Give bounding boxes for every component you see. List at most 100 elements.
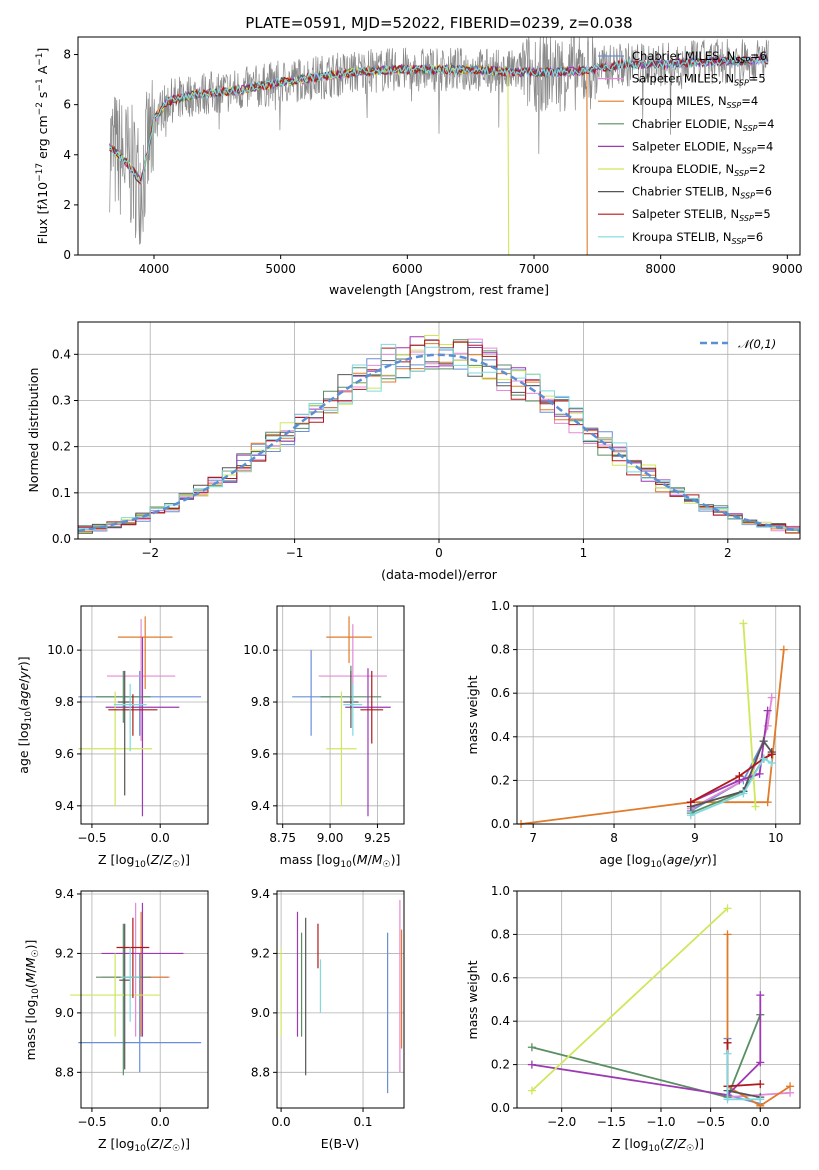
y-tick-label: 9.2 [55,946,74,960]
histogram-ylabel: Normed distribution [26,368,41,493]
plus-marker [739,789,748,798]
y-tick-label: 9.2 [251,946,270,960]
histogram-step-9 [78,343,800,531]
x-tick-label: 8.75 [269,831,296,845]
age-vs-metallicity-ylabel: age [log10(age/yr)] [16,656,34,773]
weight-line-6 [531,907,729,1092]
plus-marker [755,769,764,778]
mass-vs-metallicity-xlabel: Z [log10(Z/Z☉)] [98,1136,190,1154]
plus-marker [723,930,732,939]
mass-vs-metallicity-frame [80,890,209,1109]
data-spectrum-line [109,36,769,245]
y-tick-label: 9.6 [55,747,74,761]
spectrum-xlabel: wavelength [Angstrom, rest frame] [329,282,549,297]
plus-marker [686,811,695,820]
age-vs-metallicity-panel: −0.5 0.0 9.4 9.6 9.8 10.0 Z [log10(Z/Z☉)] age… [16,605,209,870]
y-tick-label: 0.6 [491,686,510,700]
y-tick-label: 10.0 [47,643,74,657]
y-tick-label: 9.4 [55,887,74,901]
legend-label: Salpeter ELODIE, NSSP=4 [632,139,773,155]
x-tick-label: −0.5 [696,1115,725,1129]
spectrum-panel: 4000 5000 6000 7000 8000 9000 0 2 4 6 8 wavelength… [35,36,803,297]
mass-weight-vs-metallicity-plot-area [517,890,800,1110]
y-tick-label: 0.3 [52,393,71,407]
plus-marker [723,904,732,913]
x-tick-label: 0.1 [353,1115,372,1129]
mass-weight-vs-age-xlabel: age [log10(age/yr)] [599,852,716,870]
y-tick-label: 9.4 [251,799,270,813]
y-tick-label: 0.4 [491,1014,510,1028]
normal-curve [77,353,801,533]
mass-weight-vs-age-ticks: 7 8 9 10 0.0 0.2 0.4 0.6 0.8 1.0 [491,599,783,845]
spectrum-legend: Chabrier MILES, NSSP=6 Salpeter MILES, NS… [598,49,774,246]
legend-label: Salpeter MILES, NSSP=5 [632,72,766,88]
plus-marker [723,1049,732,1058]
x-tick-label: −0.5 [77,1115,106,1129]
normal-legend-label: 𝒩(0,1) [738,337,776,351]
plus-marker [527,1086,536,1095]
y-tick-label: 9.0 [55,1006,74,1020]
y-tick-label: 1.0 [491,599,510,613]
residual-histogram-panel: −2 −1 0 1 2 0.0 0.1 0.2 0.3 0.4 (data-model)/erro… [26,321,801,582]
age-vs-mass-xlabel: mass [log10(M/M☉)] [280,852,401,870]
mass-weight-vs-metallicity-xlabel: Z [log10(Z/Z☉)] [612,1136,704,1154]
legend-label: Chabrier MILES, NSSP=6 [632,49,767,65]
y-tick-label: 8 [63,48,71,62]
y-tick-label: 0.8 [491,927,510,941]
y-tick-label: 0.1 [52,486,71,500]
y-tick-label: 9.4 [55,799,74,813]
plus-marker [759,737,768,746]
plus-marker [767,758,776,767]
age-vs-mass-plot-area [277,606,404,824]
y-tick-label: 6 [63,98,71,112]
plus-marker [786,1082,795,1091]
y-tick-label: 0.2 [491,1058,510,1072]
mass-vs-extinction-panel: 0.0 0.1 8.8 9.0 9.2 9.4 E(B-V) [251,887,405,1151]
legend-label: Chabrier STELIB, NSSP=6 [632,185,772,201]
plus-marker [763,798,772,807]
x-tick-label: 0.0 [751,1115,770,1129]
histogram-xlabel: (data-model)/error [381,567,498,582]
x-tick-label: −0.5 [77,831,106,845]
y-tick-label: 8.8 [251,1065,270,1079]
plus-marker [751,802,760,811]
plus-marker [723,1095,732,1104]
y-tick-label: 9.8 [251,695,270,709]
age-vs-mass-frame [276,605,405,825]
spectrum-axes-frame [77,36,801,256]
weight-line-4 [531,1014,762,1099]
histogram-step-4 [78,339,800,531]
y-tick-label: 2 [63,198,71,212]
x-tick-label: 4000 [139,262,170,276]
y-tick-label: 0 [63,248,71,262]
y-tick-label: 0.2 [52,440,71,454]
x-tick-label: 9.25 [364,831,391,845]
age-vs-mass-ticks: 8.75 9.00 9.25 9.4 9.6 9.8 10.0 [243,643,391,845]
weight-line-9 [690,757,773,817]
y-tick-label: 1.0 [491,884,510,898]
weight-line-2 [726,1042,791,1099]
mass-vs-extinction-ticks: 0.0 0.1 8.8 9.0 9.2 9.4 [251,887,373,1129]
model-line-8 [109,54,769,186]
spectrum-ylabel: Flux [fλ10−17 erg cm−2 s−1 A−1] [35,48,50,245]
plus-marker [763,706,772,715]
plus-marker [735,772,744,781]
mass-weight-vs-age-plot-area [517,605,800,828]
weight-line-8 [690,753,773,803]
mass-weight-vs-metallicity-ticks: −2.0 −1.5 −1.0 −0.5 0.0 0.0 0.2 0.4 0.6 0.8 1.0 [491,884,770,1129]
mass-vs-extinction-frame [276,890,405,1109]
model-line-3 [109,63,588,256]
x-tick-label: 0.0 [151,831,170,845]
plus-marker [723,1038,732,1047]
x-tick-label: 0.0 [272,1115,291,1129]
y-tick-label: 10.0 [243,643,270,657]
x-tick-label: −2 [141,546,159,560]
x-tick-label: 9 [691,831,699,845]
y-tick-label: 0.4 [52,347,71,361]
y-tick-label: 0.0 [52,532,71,546]
plus-marker [756,1080,765,1089]
y-tick-label: 0.2 [491,773,510,787]
x-tick-label: 9.00 [317,831,344,845]
age-vs-metallicity-ticks: −0.5 0.0 9.4 9.6 9.8 10.0 [47,643,169,845]
mass-weight-vs-metallicity-frame [516,890,801,1109]
